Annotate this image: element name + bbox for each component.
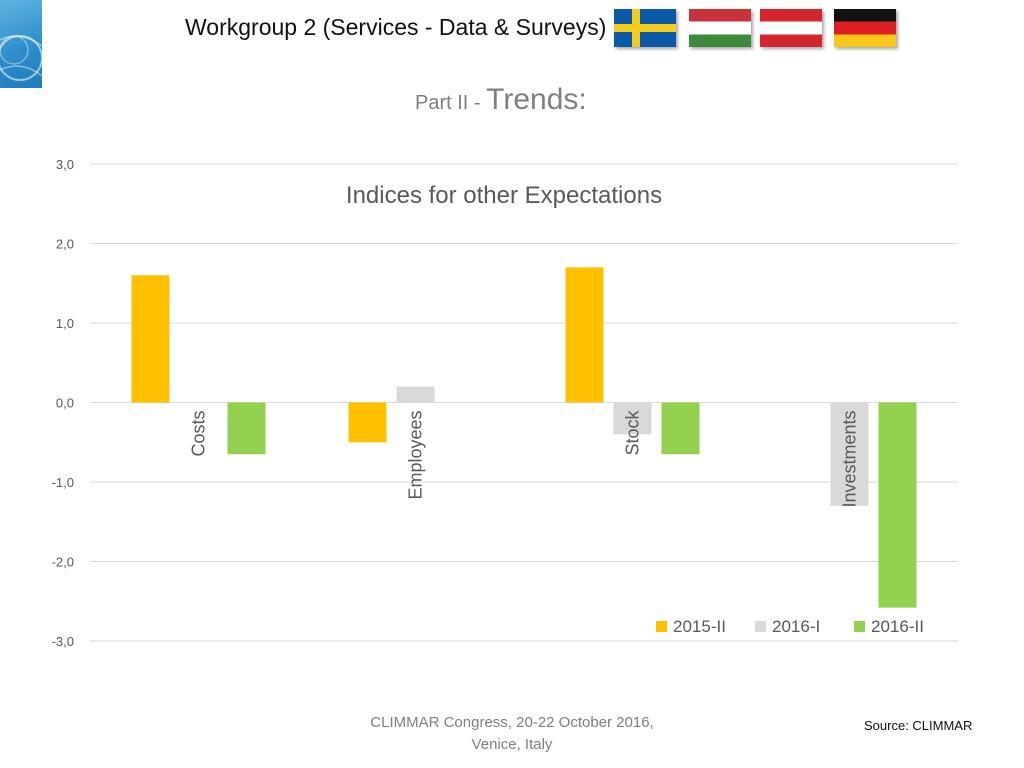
y-tick-label: 2,0 [56, 237, 74, 252]
bar-investments-2016-ii [878, 402, 917, 608]
category-label: Stock [622, 410, 642, 456]
legend-swatch [755, 621, 766, 632]
bar-investments-2016-i [830, 402, 869, 506]
category-label: Employees [405, 411, 425, 500]
category-label: Costs [188, 411, 208, 457]
chart-title: Indices for other Expectations [346, 182, 662, 209]
y-tick-label: 1,0 [56, 316, 74, 331]
footer-line-1: CLIMMAR Congress, 20-22 October 2016, [370, 714, 654, 731]
section-subtitle: Part II - Trends: [415, 83, 587, 117]
footer-line-2: Venice, Italy [471, 736, 553, 753]
climmar-logo [0, 0, 42, 88]
bar-stock-2015-ii [565, 267, 604, 403]
y-tick-label: 3,0 [56, 157, 74, 172]
legend-swatch [854, 621, 865, 632]
bar-stock-2016-ii [661, 402, 700, 455]
page-title: Workgroup 2 (Services - Data & Surveys) [185, 14, 607, 40]
austria-flag [760, 9, 822, 47]
germany-flag [834, 9, 896, 47]
y-tick-label: -1,0 [52, 475, 74, 490]
hungary-flag [689, 9, 751, 47]
category-label: Investments [839, 411, 859, 508]
y-tick-label: -3,0 [52, 634, 74, 649]
subtitle-prefix: Part II - [415, 92, 487, 114]
bar-stock-2016-i [613, 402, 652, 435]
source-note: Source: CLIMMAR [864, 718, 973, 733]
legend-swatch [656, 621, 667, 632]
bar-employees-2015-ii [348, 402, 387, 443]
legend-label: 2016-II [871, 617, 924, 636]
subtitle-main: Trends: [486, 83, 587, 116]
legend-label: 2016-I [772, 617, 820, 636]
bar-employees-2016-i [396, 386, 435, 403]
legend-label: 2015-II [673, 617, 726, 636]
bar-costs-2016-ii [227, 402, 266, 455]
sweden-flag [614, 9, 676, 47]
bar-costs-2015-ii [131, 275, 170, 403]
bar-chart: 3,0 2,0 1,0 0,0 -1,0 -2,0 -3,0 Indices for othe… [52, 157, 958, 649]
footer: CLIMMAR Congress, 20-22 October 2016, Ve… [362, 712, 662, 756]
y-tick-label: -2,0 [52, 555, 74, 570]
y-tick-label: 0,0 [56, 396, 74, 411]
